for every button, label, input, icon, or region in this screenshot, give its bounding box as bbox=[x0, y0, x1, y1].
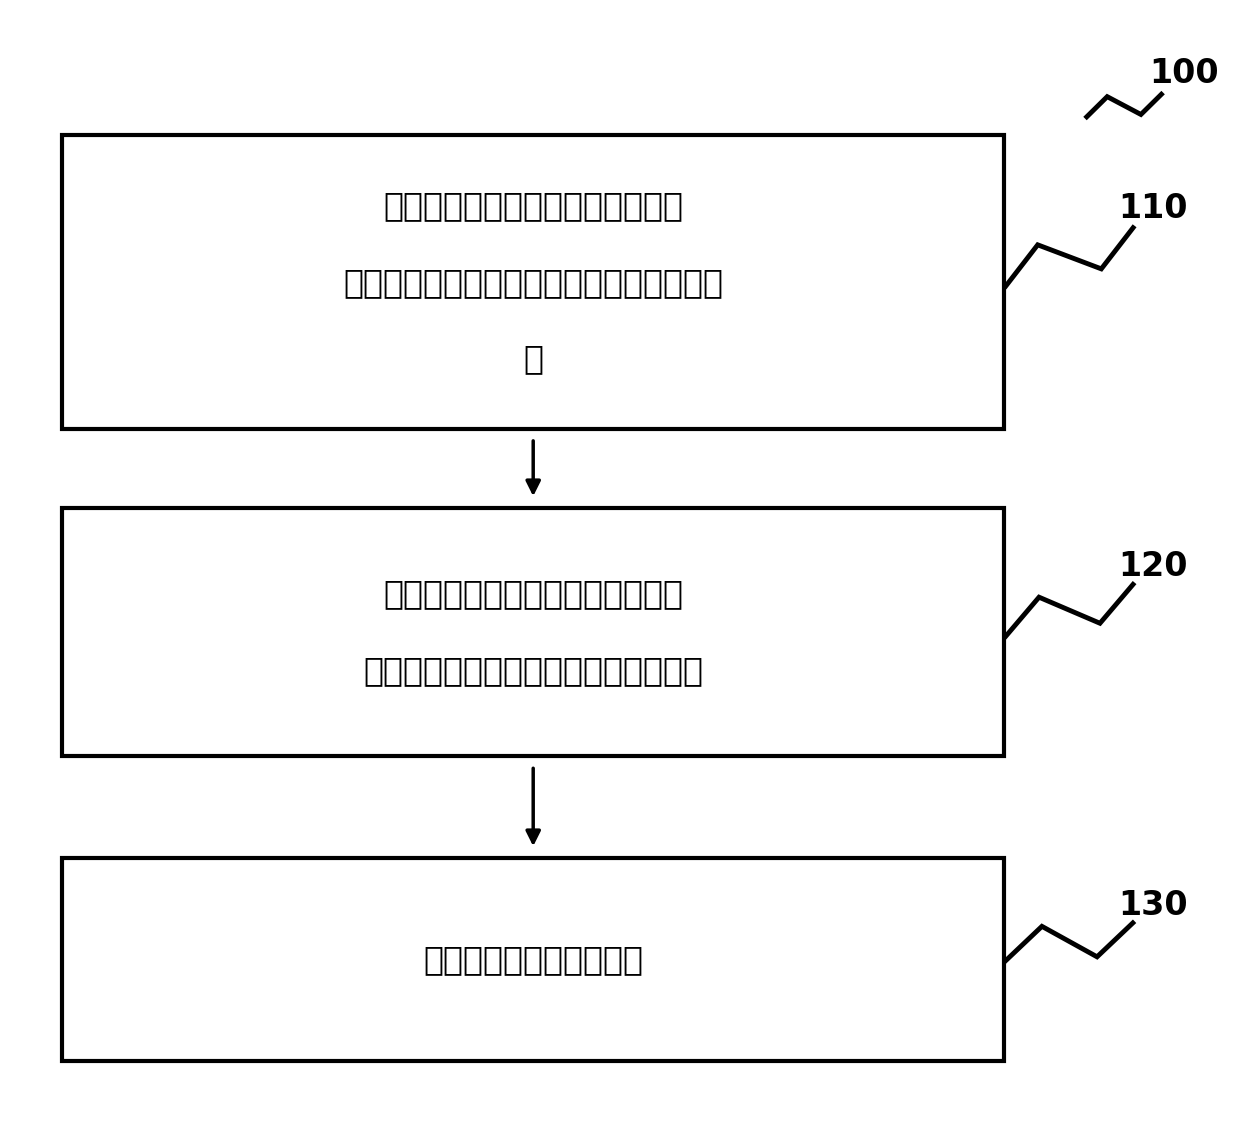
Text: 在皮肤上的第二位置接收来自发射光的漫射: 在皮肤上的第二位置接收来自发射光的漫射 bbox=[343, 265, 723, 299]
Text: 在皮肤上的第一位置发射发射光，: 在皮肤上的第一位置发射发射光， bbox=[383, 189, 683, 222]
Text: 120: 120 bbox=[1118, 550, 1188, 584]
Text: 从振动信号提取呼吸参数: 从振动信号提取呼吸参数 bbox=[423, 943, 644, 977]
Text: 100: 100 bbox=[1149, 56, 1219, 90]
Bar bbox=[62, 858, 1004, 1061]
Text: 110: 110 bbox=[1118, 192, 1188, 226]
Bar bbox=[62, 135, 1004, 429]
Bar bbox=[62, 508, 1004, 756]
Text: 光: 光 bbox=[523, 342, 543, 376]
Text: 段时间内接收到的所述漫射光的光强度: 段时间内接收到的所述漫射光的光强度 bbox=[363, 654, 703, 688]
Text: 存储振动信号，振动信号对应于一: 存储振动信号，振动信号对应于一 bbox=[383, 577, 683, 611]
Text: 130: 130 bbox=[1118, 889, 1188, 922]
